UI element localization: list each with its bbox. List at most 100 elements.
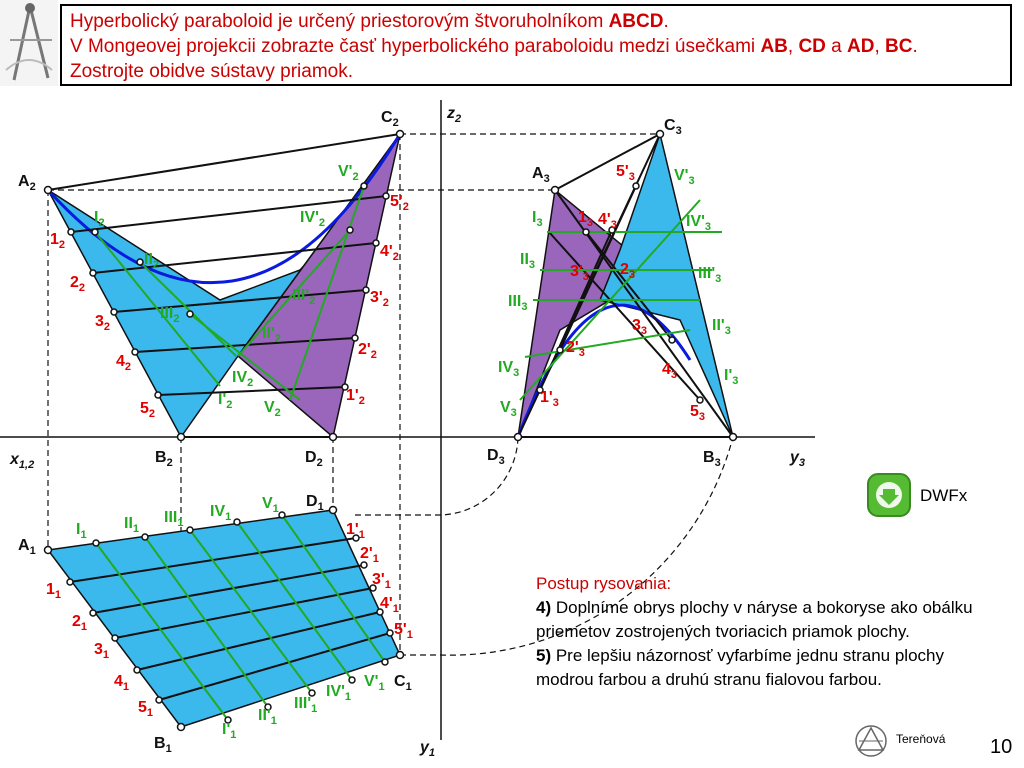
- label-1p-1: 1'1: [346, 521, 365, 541]
- side-points: [513, 129, 738, 442]
- label-V-3: V3: [500, 399, 517, 419]
- label-I-2: I2: [94, 209, 105, 229]
- label-Ip-2: I'2: [218, 391, 232, 411]
- label-Vp-3: V'3: [674, 167, 695, 187]
- label-II-2: II2: [144, 251, 159, 271]
- label-Vp-2: V'2: [338, 163, 359, 183]
- label-A1: A1: [18, 537, 36, 557]
- procedure-step-5: 5) Pre lepšiu názornosť vyfarbíme jednu …: [536, 646, 944, 689]
- label-1-3: 13: [578, 209, 593, 229]
- axis-x12-label: x1,2: [9, 451, 34, 471]
- front-rulings-green: [94, 185, 365, 401]
- top-view: [43, 505, 405, 732]
- label-4-1: 41: [114, 673, 129, 693]
- label-IV-2: IV2: [232, 369, 253, 389]
- label-2p-1: 2'1: [360, 545, 379, 565]
- label-4-3: 43: [662, 361, 677, 381]
- front-rulings-black: [47, 133, 401, 438]
- label-I-3: I3: [532, 209, 543, 229]
- label-1p-3: 1'3: [540, 389, 559, 409]
- label-Ip-1: I'1: [222, 721, 236, 741]
- label-B3: B3: [703, 449, 721, 469]
- label-D3: D3: [487, 447, 505, 467]
- procedure-heading: Postup rysovania:: [536, 574, 672, 593]
- side-view-labels: A3 B3 C3 D3 13 23 33 43 53 1'3 2'3 3'3 4…: [487, 117, 738, 469]
- label-IV-1: IV1: [210, 503, 231, 523]
- label-3p-2: 3'2: [370, 289, 389, 309]
- label-IIp-1: II'1: [258, 707, 277, 727]
- label-IIIp-2: III'2: [292, 287, 315, 307]
- label-IIp-3: II'3: [712, 317, 731, 337]
- label-IV-3: IV3: [498, 359, 519, 379]
- label-A2: A2: [18, 173, 36, 193]
- label-IIIp-3: III'3: [698, 265, 721, 285]
- label-2p-3: 2'3: [566, 339, 585, 359]
- title-line-3: Zostrojte obidve sústavy priamok.: [70, 61, 354, 82]
- procedure-text: Postup rysovania: 4) Doplníme obrys ploc…: [536, 572, 1006, 692]
- label-3-2: 32: [95, 313, 110, 333]
- front-view: [43, 129, 405, 442]
- label-4p-2: 4'2: [380, 243, 399, 263]
- label-II-1: II1: [124, 515, 139, 535]
- label-1-1: 11: [46, 581, 61, 601]
- label-A3: A3: [532, 165, 550, 185]
- top-points: [43, 505, 405, 732]
- label-2-2: 22: [70, 274, 85, 294]
- label-4p-3: 4'3: [598, 211, 617, 231]
- label-III-3: III3: [508, 293, 527, 313]
- side-view: [513, 129, 738, 442]
- label-B1: B1: [154, 735, 172, 755]
- download-arrow-icon: [867, 473, 911, 517]
- label-5p-1: 5'1: [394, 621, 413, 641]
- label-V-2: V2: [264, 399, 281, 419]
- label-C3: C3: [664, 117, 682, 137]
- label-5p-2: 5'2: [390, 193, 409, 213]
- label-Vp-1: V'1: [364, 673, 385, 693]
- front-points: [43, 129, 405, 442]
- label-III-1: III1: [164, 509, 183, 529]
- label-IVp-2: IV'2: [300, 209, 325, 229]
- label-C2: C2: [381, 109, 399, 129]
- front-view-labels: A2 B2 C2 D2 12 22 32 42 52 1'2 2'2 3'2 4…: [18, 109, 409, 469]
- procedure-step-4: 4) Doplníme obrys plochy v náryse a boko…: [536, 598, 973, 641]
- axis-y1-label: y1: [419, 739, 435, 759]
- label-D1: D1: [306, 493, 324, 513]
- axis-labels: x1,2 z2 y3 y1: [9, 105, 805, 759]
- top-rulings-green: [95, 514, 386, 721]
- label-IIIp-1: III'1: [294, 695, 317, 715]
- label-Ip-3: I'3: [724, 367, 738, 387]
- geometry-logo-icon: [855, 725, 887, 757]
- top-view-labels: A1 B1 C1 D1 11 21 31 41 51 1'1 2'1 3'1 4…: [18, 493, 413, 755]
- dwfx-label[interactable]: DWFx: [920, 486, 968, 505]
- label-III-2: III2: [160, 305, 179, 325]
- page-number: 10: [990, 736, 1013, 758]
- label-2-3: 23: [620, 261, 635, 281]
- label-4p-1: 4'1: [380, 595, 399, 615]
- label-IIp-2: II'2: [262, 325, 281, 345]
- axis-z2-label: z2: [446, 105, 461, 125]
- label-3p-3: 3'3: [570, 263, 589, 283]
- label-V-1: V1: [262, 495, 279, 515]
- label-5-2: 52: [140, 400, 155, 420]
- label-II-3: II3: [520, 251, 535, 271]
- side-rulings-green: [519, 199, 722, 401]
- label-1p-2: 1'2: [346, 387, 365, 407]
- label-2-1: 21: [72, 613, 87, 633]
- label-IVp-3: IV'3: [686, 213, 711, 233]
- label-1-2: 12: [50, 231, 65, 251]
- label-5-1: 51: [138, 699, 153, 719]
- label-I-1: I1: [76, 521, 87, 541]
- label-5-3: 53: [690, 403, 705, 423]
- label-4-2: 42: [116, 353, 131, 373]
- axis-y3-label: y3: [789, 449, 805, 469]
- label-2p-2: 2'2: [358, 341, 377, 361]
- title-box: Hyperbolický paraboloid je určený priest…: [60, 4, 1012, 86]
- title-line-2: V Mongeovej projekcii zobrazte časť hype…: [70, 36, 918, 57]
- label-B2: B2: [155, 449, 173, 469]
- author-name: Tereňová: [896, 732, 946, 746]
- dwfx-download-button[interactable]: [866, 472, 986, 518]
- label-5p-3: 5'3: [616, 163, 635, 183]
- title-line-1: Hyperbolický paraboloid je určený priest…: [70, 11, 669, 32]
- compass-logo-icon: [0, 0, 58, 86]
